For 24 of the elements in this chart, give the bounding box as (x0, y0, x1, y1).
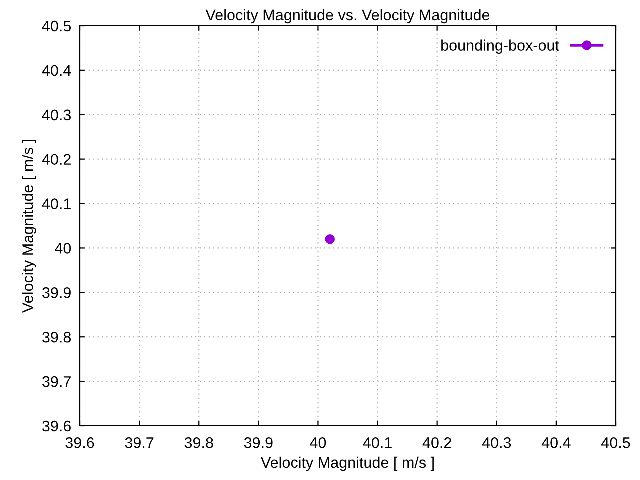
y-tick-label: 40.5 (42, 20, 72, 32)
x-tick-label: 39.7 (125, 438, 154, 448)
legend-label: bounding-box-out (442, 40, 560, 54)
x-tick-label: 39.9 (244, 438, 273, 448)
x-tick-label: 40.2 (422, 438, 452, 448)
y-tick-label: 40.4 (42, 65, 72, 76)
y-axis-title: Velocity Magnitude [ m/s ] (22, 140, 36, 313)
x-tick-label: 40.1 (363, 438, 392, 448)
chart-title: Velocity Magnitude vs. Velocity Magnitude (206, 9, 490, 24)
y-tick-label: 40.2 (42, 154, 71, 166)
y-tick-label: 40 (55, 243, 72, 254)
y-tick-label: 39.7 (42, 376, 71, 388)
x-tick-label: 39.6 (66, 438, 94, 448)
x-axis-title: Velocity Magnitude [ m/s ] (261, 456, 434, 472)
y-tick-label: 39.8 (42, 332, 72, 343)
x-tick-label: 40 (310, 438, 326, 448)
y-tick-label: 40.3 (42, 110, 71, 121)
x-tick-label: 40.3 (482, 438, 512, 448)
x-tick-label: 39.8 (184, 438, 214, 448)
x-tick-label: 40.5 (601, 438, 630, 448)
y-tick-label: 40.1 (42, 198, 71, 210)
y-tick-label: 39.9 (42, 288, 71, 298)
y-tick-label: 39.6 (42, 420, 71, 432)
x-tick-label: 40.4 (542, 438, 571, 448)
